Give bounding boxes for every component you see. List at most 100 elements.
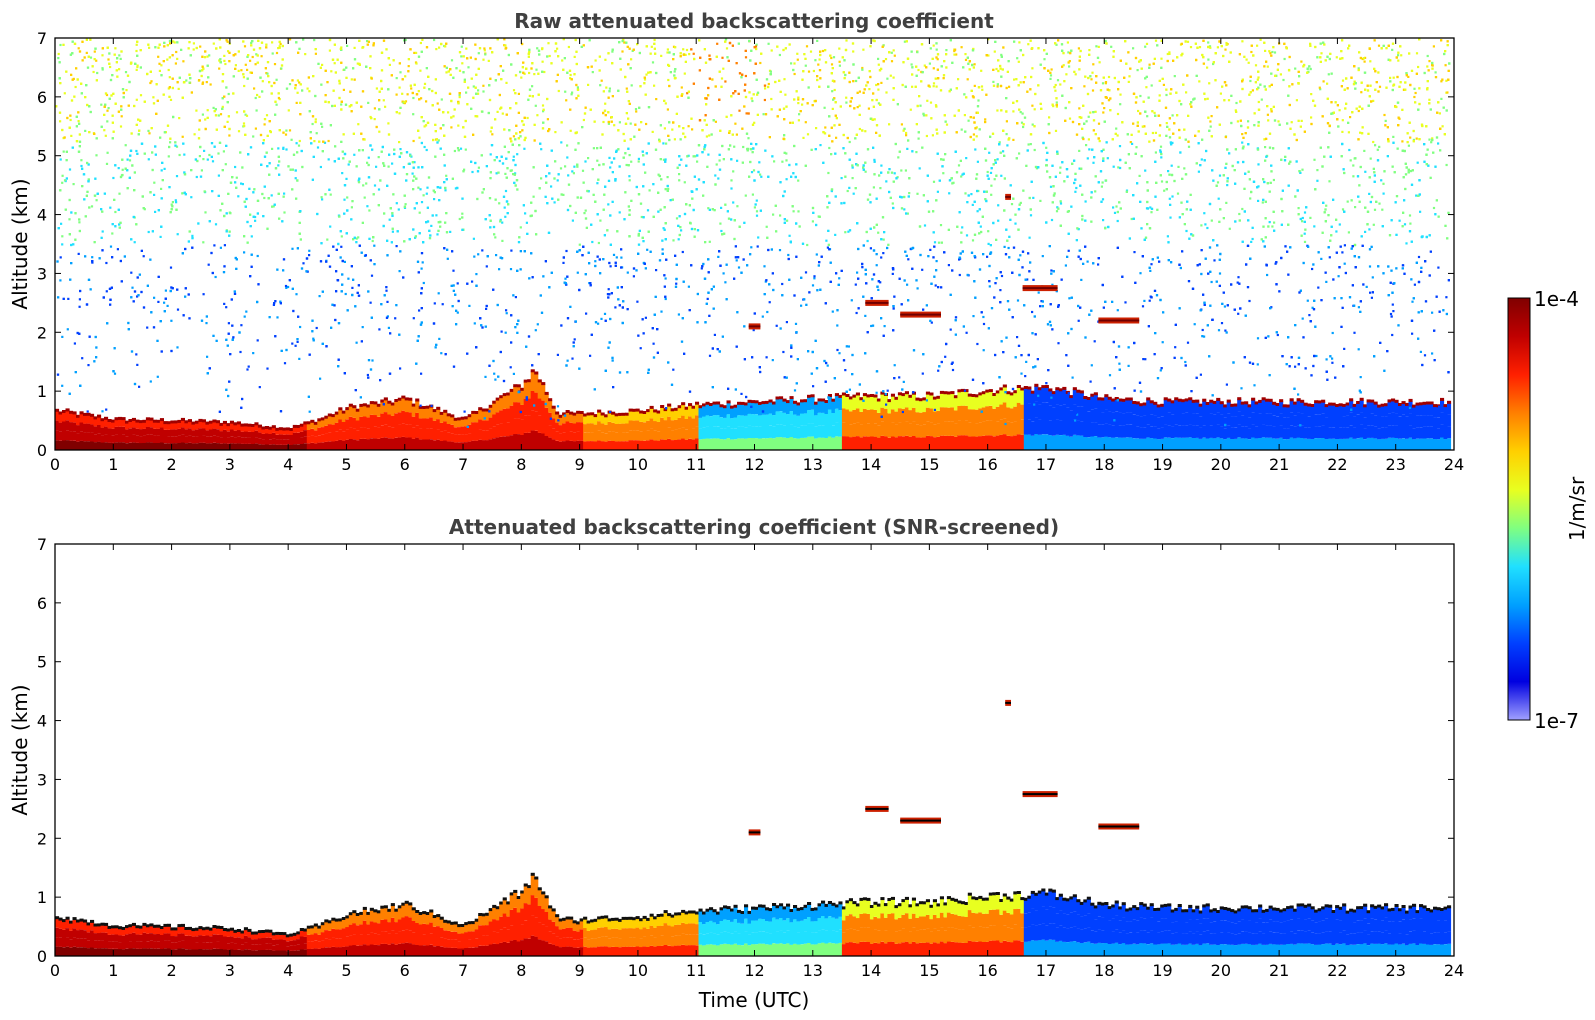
noise-dot: [124, 144, 127, 147]
bl-cell: [995, 392, 1000, 407]
noise-dot: [280, 67, 283, 70]
bl-cell: [1282, 406, 1287, 418]
noise-dot: [1089, 380, 1092, 383]
bl-cell: [1251, 424, 1256, 438]
bl-cell: [1146, 412, 1151, 425]
noise-dot: [802, 136, 805, 139]
bl-cell: [1097, 399, 1102, 412]
bl-cell: [1184, 437, 1189, 450]
noise-dot: [91, 256, 94, 259]
bl-cell: [558, 433, 563, 442]
bl-cell: [1170, 426, 1175, 438]
noise-dot: [1149, 206, 1152, 209]
bl-top-edge: [887, 399, 892, 403]
noise-dot: [1108, 374, 1112, 377]
noise-dot: [1086, 157, 1089, 160]
noise-dot: [885, 91, 888, 94]
noise-dot: [797, 179, 800, 182]
noise-dot: [1019, 254, 1022, 257]
noise-dot: [646, 209, 650, 212]
bl-top-edge: [600, 412, 605, 416]
bl-cell: [1447, 438, 1452, 450]
bl-cell: [974, 396, 979, 410]
bl-cell: [348, 427, 353, 439]
bl-cell: [331, 416, 336, 425]
noise-dot: [72, 183, 75, 186]
bl-cell: [275, 434, 280, 440]
bl-cell: [62, 421, 67, 431]
noise-dot: [246, 68, 249, 71]
noise-dot: [329, 225, 332, 228]
noise-dot: [1319, 88, 1322, 91]
noise-dot: [294, 177, 297, 180]
bl-cell: [1247, 417, 1252, 429]
noise-dot: [175, 50, 178, 54]
noise-dot: [646, 248, 649, 251]
bl-cell: [107, 435, 112, 443]
bl-cell: [1002, 386, 1007, 403]
bl-cell: [1009, 422, 1014, 437]
bl-cell: [1352, 405, 1357, 417]
bl-top-edge: [618, 412, 623, 416]
noise-dot: [191, 234, 194, 237]
bl-cell: [317, 442, 322, 450]
bl-cell: [719, 417, 724, 429]
noise-dot: [235, 111, 239, 114]
bl-cell: [1433, 428, 1438, 439]
noise-dot: [1206, 226, 1209, 230]
bl-cell: [586, 432, 591, 442]
noise-dot: [866, 239, 869, 243]
bl-cell: [1349, 400, 1354, 413]
bl-cell: [628, 420, 633, 431]
noise-dot: [1128, 75, 1131, 78]
noise-dot: [107, 107, 110, 110]
noise-dot: [768, 301, 771, 304]
bl-top-edge: [656, 410, 661, 414]
bl-cell: [520, 389, 525, 405]
noise-dot: [812, 385, 815, 388]
bl-top-edge: [212, 419, 217, 423]
noise-dot: [945, 49, 948, 52]
bl-top-edge: [593, 414, 598, 418]
noise-dot: [804, 121, 807, 124]
noise-dot: [972, 315, 975, 318]
noise-dot: [1089, 111, 1092, 114]
bl-cell: [1345, 404, 1350, 416]
bl-cell: [1293, 415, 1298, 427]
noise-dot: [1049, 77, 1052, 80]
bl-cell: [163, 423, 168, 430]
noise-dot: [395, 93, 398, 96]
noise-dot: [438, 337, 441, 340]
noise-dot: [1027, 43, 1030, 46]
bl-cell: [1219, 426, 1224, 439]
bl-cell: [170, 443, 175, 450]
noise-dot: [806, 133, 810, 136]
bl-cell: [97, 424, 102, 434]
noise-dot: [848, 140, 851, 144]
bl-cell: [824, 426, 829, 438]
bl-cell: [1338, 438, 1343, 450]
noise-dot: [503, 206, 506, 209]
noise-dot: [388, 63, 391, 66]
bl-cell: [890, 422, 895, 437]
noise-dot: [1212, 62, 1215, 66]
bl-cell: [55, 440, 60, 450]
bl-cell: [250, 432, 255, 438]
noise-dot: [113, 372, 117, 375]
noise-dot: [1426, 65, 1429, 68]
noise-dot: [399, 71, 402, 74]
noise-dot: [625, 163, 628, 167]
bl-cell: [1275, 416, 1280, 428]
bl-cell: [292, 432, 297, 439]
noise-dot: [848, 388, 851, 391]
bl-cell: [208, 429, 213, 437]
bl-top-edge: [572, 412, 577, 416]
noise-dot: [976, 160, 979, 163]
bl-cell: [513, 418, 518, 435]
noise-dot: [664, 158, 667, 161]
noise-dot: [554, 131, 557, 134]
noise-dot: [169, 266, 173, 269]
bl-cell: [950, 421, 955, 436]
noise-dot: [340, 103, 343, 106]
noise-dot: [559, 167, 563, 170]
